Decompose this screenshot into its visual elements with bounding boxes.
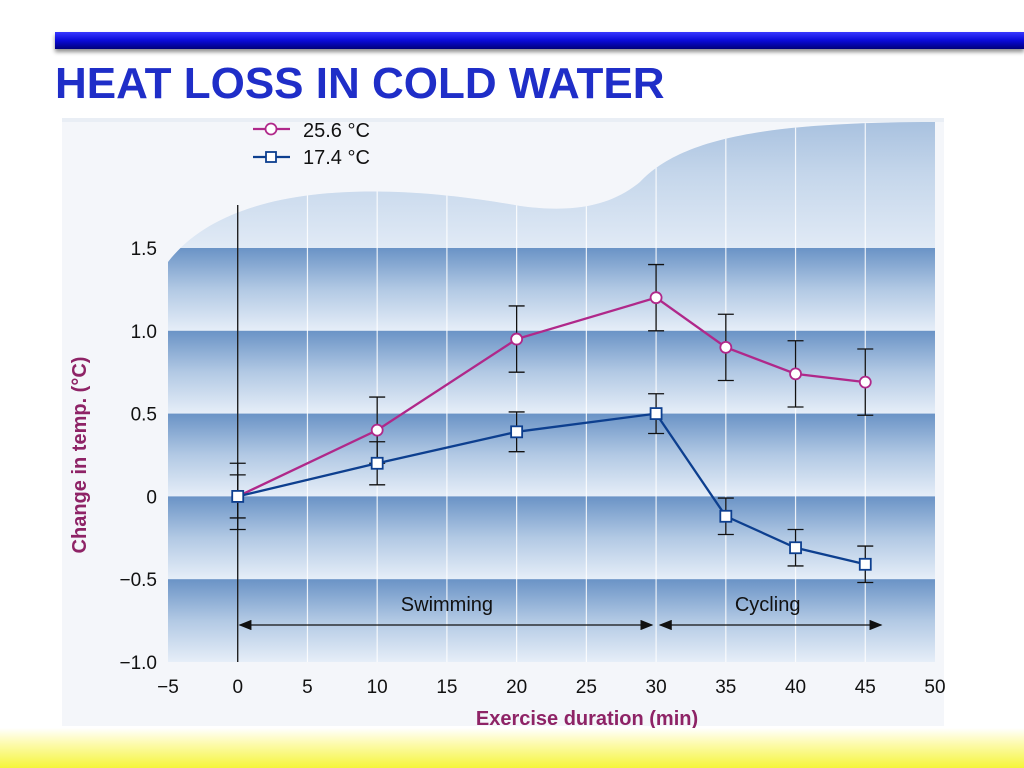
- legend-marker-circle-icon: [264, 122, 278, 136]
- x-tick-label: 0: [232, 677, 243, 698]
- legend-label-series-1: 25.6 °C: [303, 120, 370, 142]
- phase-label: Cycling: [735, 594, 801, 616]
- data-point-series-1: [649, 291, 663, 305]
- x-tick-label: 20: [506, 677, 527, 698]
- x-tick-label: 30: [646, 677, 667, 698]
- y-tick-label: −1.0: [119, 653, 157, 674]
- data-point-series-2: [649, 407, 663, 421]
- band: [168, 579, 935, 662]
- data-point-series-1: [789, 367, 802, 381]
- legend-item-series-2: 17.4 °C: [253, 147, 370, 169]
- y-tick-label: −0.5: [119, 570, 157, 591]
- band: [168, 248, 935, 331]
- legend: 25.6 °C 17.4 °C: [253, 120, 370, 169]
- x-tick-label: 25: [576, 677, 597, 698]
- x-tick-label: 35: [715, 677, 736, 698]
- x-tick-label: 40: [785, 677, 806, 698]
- x-tick-label: 15: [436, 677, 457, 698]
- band: [168, 330, 935, 414]
- x-tick-label: 5: [302, 677, 313, 698]
- band: [168, 496, 935, 580]
- slide-title: HEAT LOSS IN COLD WATER: [55, 59, 665, 108]
- legend-marker-square-icon: [265, 151, 277, 163]
- y-axis-title: Change in temp. (°C): [69, 357, 91, 554]
- x-tick-label: 10: [367, 677, 388, 698]
- band: [168, 413, 935, 497]
- data-point-series-1: [510, 332, 524, 346]
- data-point-series-2: [370, 456, 384, 470]
- title-accent-bar: [55, 32, 1024, 49]
- x-tick-label: 45: [855, 677, 876, 698]
- data-point-series-2: [858, 557, 872, 571]
- legend-item-series-1: 25.6 °C: [253, 120, 370, 142]
- y-tick-label: 0: [146, 487, 157, 508]
- phase-label: Swimming: [401, 594, 493, 616]
- y-tick-label: 1.0: [131, 322, 157, 343]
- data-point-series-1: [858, 375, 872, 389]
- data-point-series-2: [510, 425, 524, 439]
- data-point-series-1: [370, 423, 384, 437]
- data-point-series-2: [231, 489, 245, 503]
- data-point-series-1: [719, 340, 733, 354]
- data-point-series-2: [719, 509, 733, 523]
- x-axis-title: Exercise duration (min): [476, 708, 698, 730]
- x-tick-label: −5: [157, 677, 179, 698]
- legend-label-series-2: 17.4 °C: [303, 147, 370, 169]
- data-point-series-2: [789, 541, 802, 555]
- x-tick-label: 50: [924, 677, 945, 698]
- y-tick-label: 1.5: [131, 239, 157, 260]
- y-tick-label: 0.5: [131, 405, 157, 426]
- footer-band: [0, 728, 1024, 768]
